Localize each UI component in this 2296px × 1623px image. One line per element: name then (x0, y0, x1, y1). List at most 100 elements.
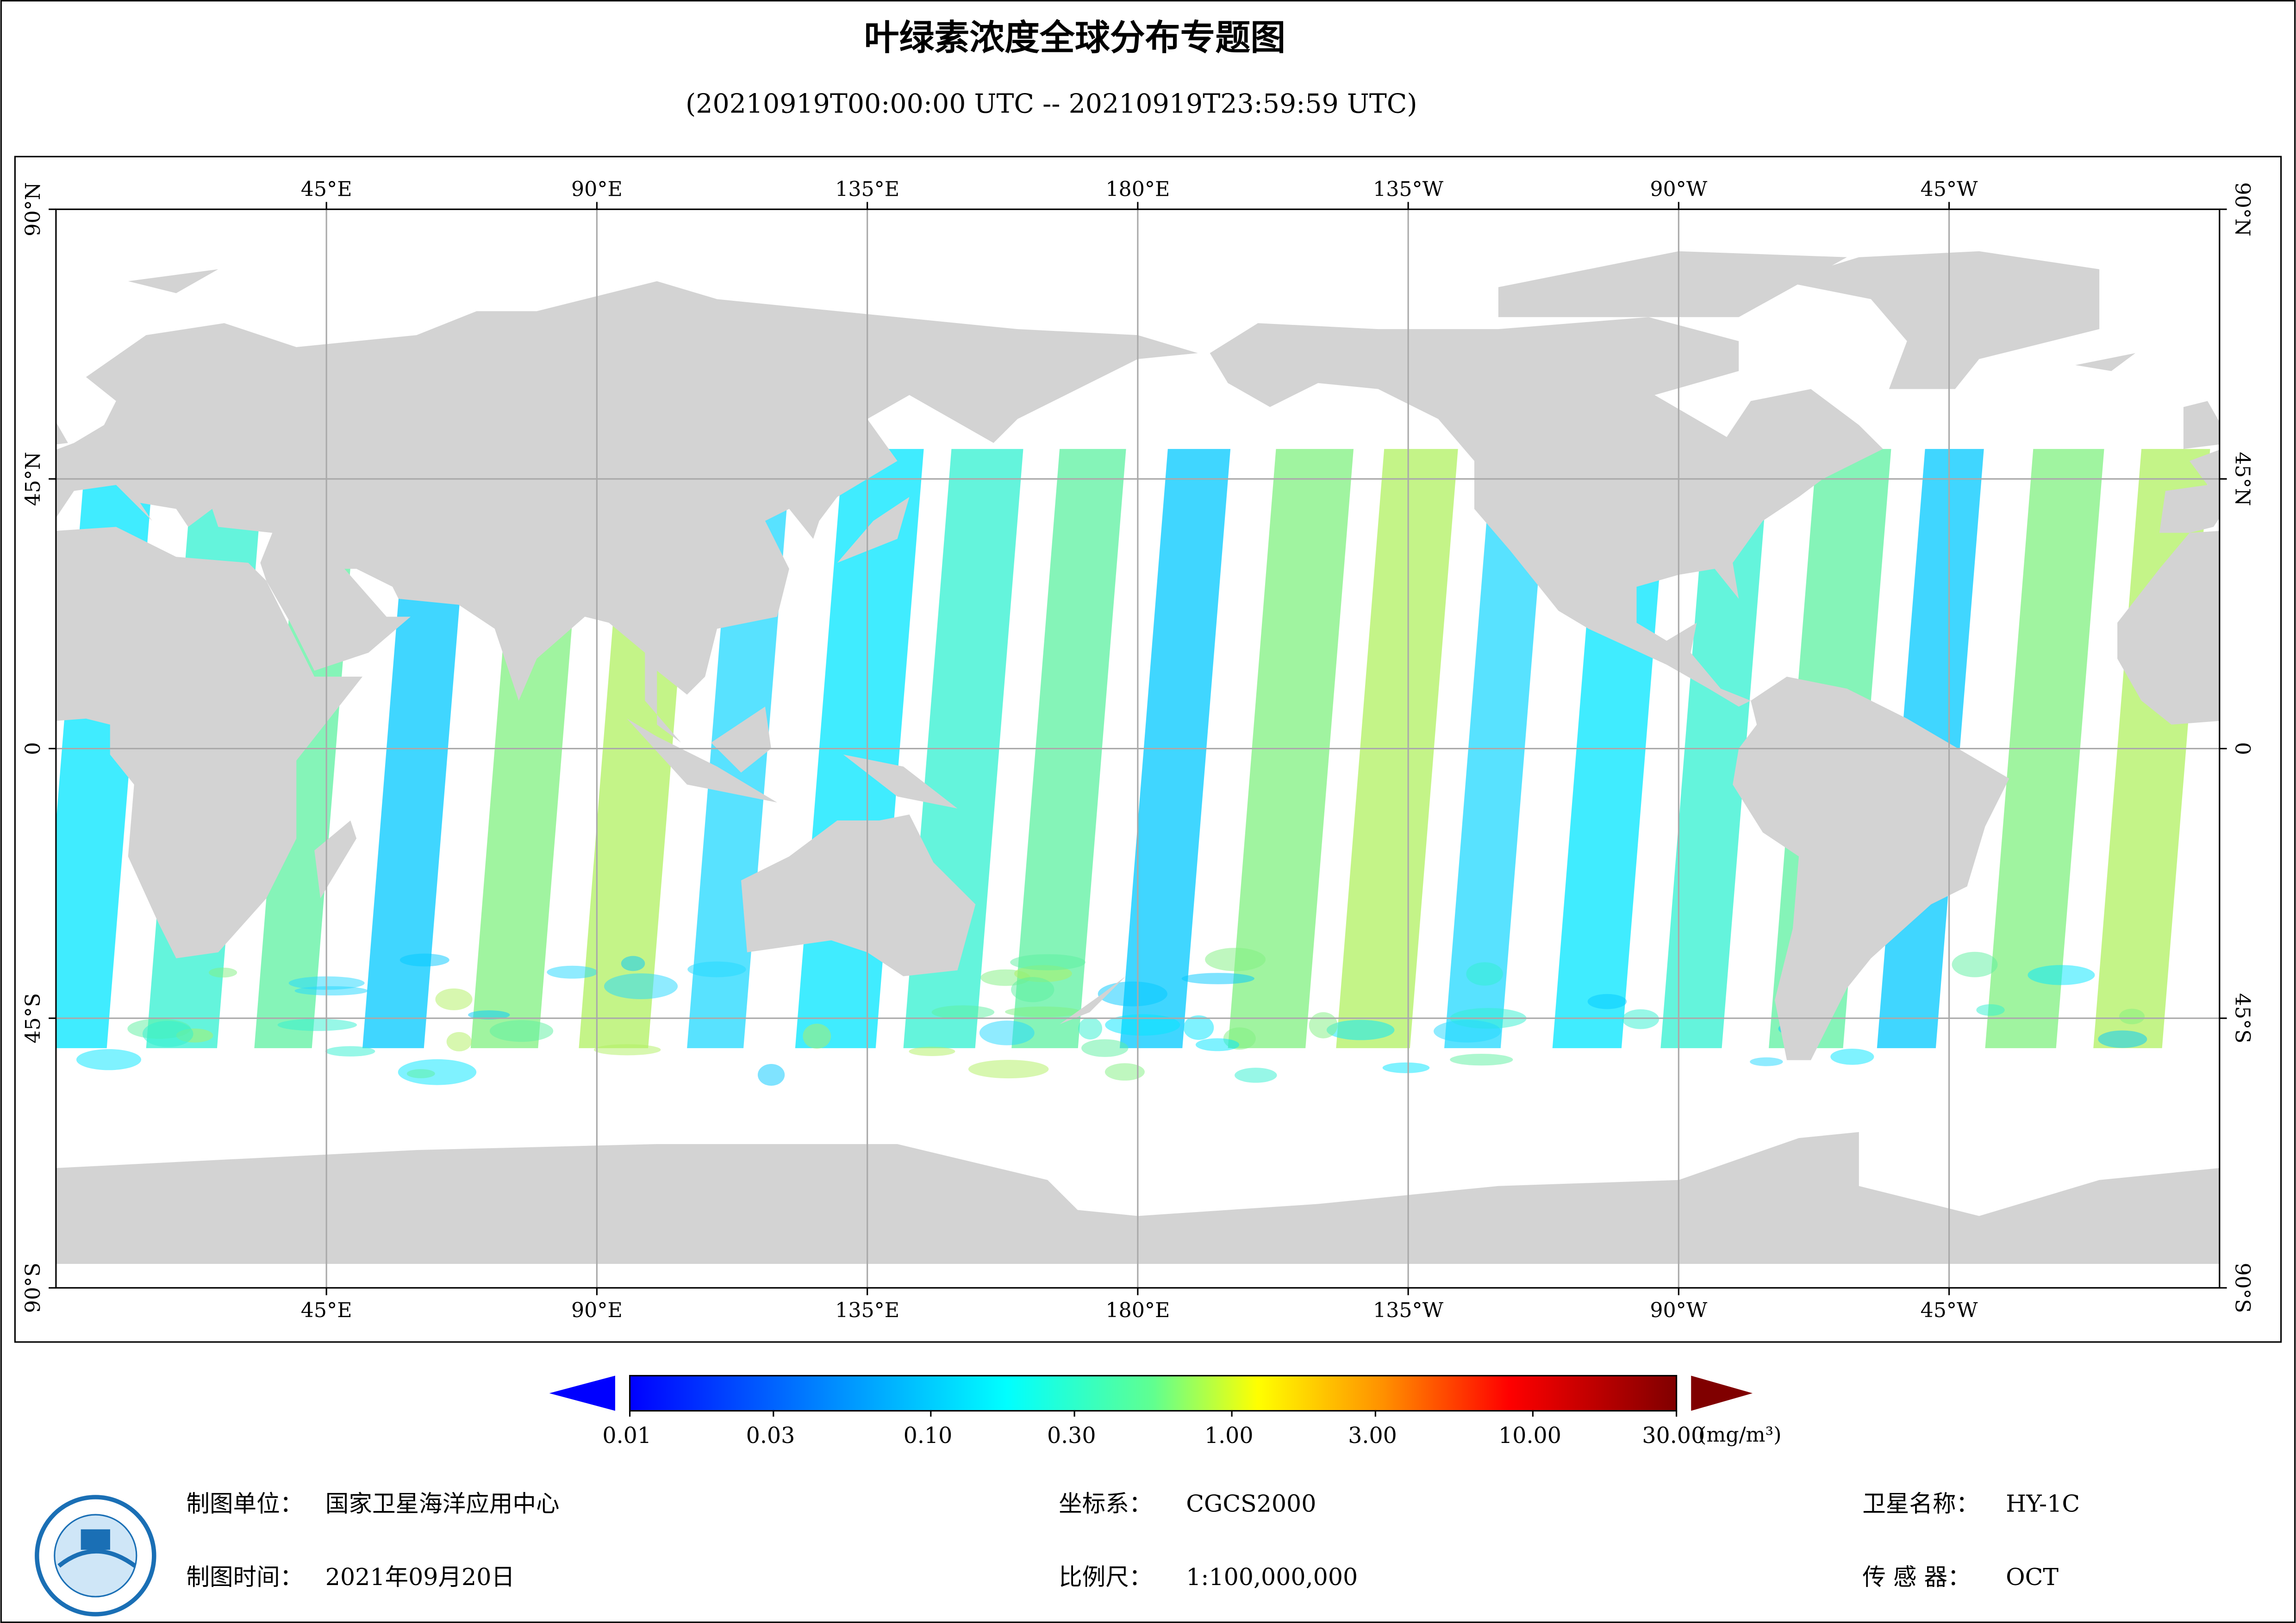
ocean-patch (398, 1059, 477, 1085)
ocean-patch (1326, 1020, 1395, 1040)
ocean-patch (1622, 1009, 1660, 1029)
ocean-patch (968, 1060, 1049, 1079)
footer-value: CGCS2000 (1186, 1490, 1316, 1517)
colorbar-tick-label: 0.10 (904, 1423, 953, 1449)
ocean-patch (209, 967, 237, 978)
ocean-patch (468, 1010, 510, 1020)
ocean-patch (1195, 1038, 1240, 1051)
ocean-patch (1382, 1062, 1430, 1073)
colorbar-unit: (mg/m³) (1698, 1423, 1781, 1447)
land (837, 497, 910, 563)
ocean-patch (1309, 1012, 1338, 1038)
lon-label: 45°W (1921, 178, 1978, 201)
footer-label: 比例尺： (1059, 1563, 1152, 1591)
lon-label: 45°E (301, 178, 352, 201)
ocean-patch (593, 1044, 661, 1056)
lat-label: 90°N (2231, 182, 2254, 236)
lon-label: 135°E (835, 1299, 899, 1322)
ocean-patch (2098, 1030, 2147, 1048)
land (1498, 251, 1847, 317)
lon-label: 90°W (1650, 1299, 1707, 1322)
lon-label: 90°E (571, 178, 623, 201)
colorbar-tick-label: 0.03 (746, 1423, 795, 1449)
ocean-patch (1205, 948, 1266, 971)
ocean-patch (1952, 951, 1998, 977)
ocean-patch (1976, 1004, 2005, 1016)
ocean-patch (979, 1020, 1035, 1045)
ocean-patch (757, 1063, 785, 1086)
land (741, 814, 976, 976)
ocean-patch (547, 965, 598, 979)
lon-label: 180°E (1105, 1299, 1170, 1322)
colorbar-tick-label: 30.00 (1642, 1423, 1705, 1449)
footer-value: OCT (2006, 1563, 2059, 1591)
ocean-patch (931, 1005, 995, 1019)
colorbar-tick-label: 0.01 (602, 1423, 651, 1449)
lat-label: 45°S (2231, 993, 2254, 1044)
land (2183, 401, 2220, 449)
footer-label: 制图单位： (186, 1490, 303, 1517)
land (2159, 449, 2220, 533)
land (56, 527, 363, 958)
lat-label: 45°N (2231, 452, 2254, 506)
ocean-patch (1830, 1049, 1874, 1065)
land (56, 422, 68, 445)
ocean-patch (325, 1046, 375, 1057)
lon-label: 90°E (571, 1299, 623, 1322)
footer-label: 传 感 器： (1862, 1563, 1971, 1591)
lon-label: 135°W (1373, 178, 1444, 201)
lat-label: 90°N (21, 182, 45, 236)
colorbar-ramp (629, 1374, 1678, 1412)
land (1733, 677, 2009, 1060)
lon-label: 45°E (301, 1299, 352, 1322)
land (627, 718, 777, 803)
lat-label: 90°S (21, 1262, 45, 1313)
footer-label: 坐标系： (1059, 1490, 1152, 1517)
ocean-patch (621, 956, 645, 971)
map (56, 209, 2220, 1288)
ocean-patch (1098, 981, 1167, 1007)
ocean-patch (1466, 962, 1504, 986)
ocean-patch (909, 1046, 955, 1056)
colorbar-tick-label: 3.00 (1348, 1423, 1397, 1449)
ocean-patch (1587, 994, 1627, 1009)
ocean-patch (604, 973, 678, 999)
ocean-patch (142, 1020, 193, 1047)
colorbar: (mg/m³) 0.01 0.03 0.10 0.30 1.00 3.00 10.00 30.… (549, 1374, 1782, 1449)
colorbar-tick-label: 0.30 (1047, 1423, 1096, 1449)
land (1781, 251, 2100, 389)
ocean-patch (1105, 1014, 1180, 1036)
ocean-patch (1081, 1039, 1129, 1057)
footer-value: 1:100,000,000 (1186, 1563, 1358, 1591)
colorbar-tick-label: 10.00 (1498, 1423, 1561, 1449)
colorbar-high (1691, 1375, 1753, 1411)
ocean-patch (1750, 1057, 1783, 1066)
lon-label: 180°E (1105, 178, 1170, 201)
footer-label: 制图时间： (186, 1563, 303, 1591)
land (843, 754, 958, 808)
ocean-patch (1183, 1015, 1214, 1040)
ocean-patch (1181, 973, 1254, 984)
footer-label: 卫星名称： (1862, 1490, 1979, 1517)
ocean-patch (435, 988, 473, 1010)
land (2075, 353, 2136, 371)
logo (35, 1495, 156, 1617)
ocean-patch (277, 1019, 357, 1031)
lon-label: 90°W (1650, 178, 1707, 201)
colorbar-tick-label: 1.00 (1204, 1423, 1254, 1449)
ocean-patch (1433, 1020, 1501, 1043)
footer-value: HY-1C (2006, 1490, 2080, 1517)
lat-label: 45°S (21, 993, 45, 1044)
ocean-patch (2028, 965, 2095, 985)
colorbar-low (549, 1375, 615, 1411)
lat-label: 90°S (2231, 1262, 2254, 1313)
ocean-patch (406, 1069, 435, 1078)
lat-label: 0 (21, 742, 45, 755)
ocean-patch (1010, 954, 1086, 970)
ocean-patch (294, 986, 368, 996)
ocean-patch (1104, 1063, 1145, 1081)
ocean-patch (1078, 1017, 1103, 1040)
footer-value: 国家卫星海洋应用中心 (325, 1490, 560, 1517)
lon-label: 135°E (835, 178, 899, 201)
